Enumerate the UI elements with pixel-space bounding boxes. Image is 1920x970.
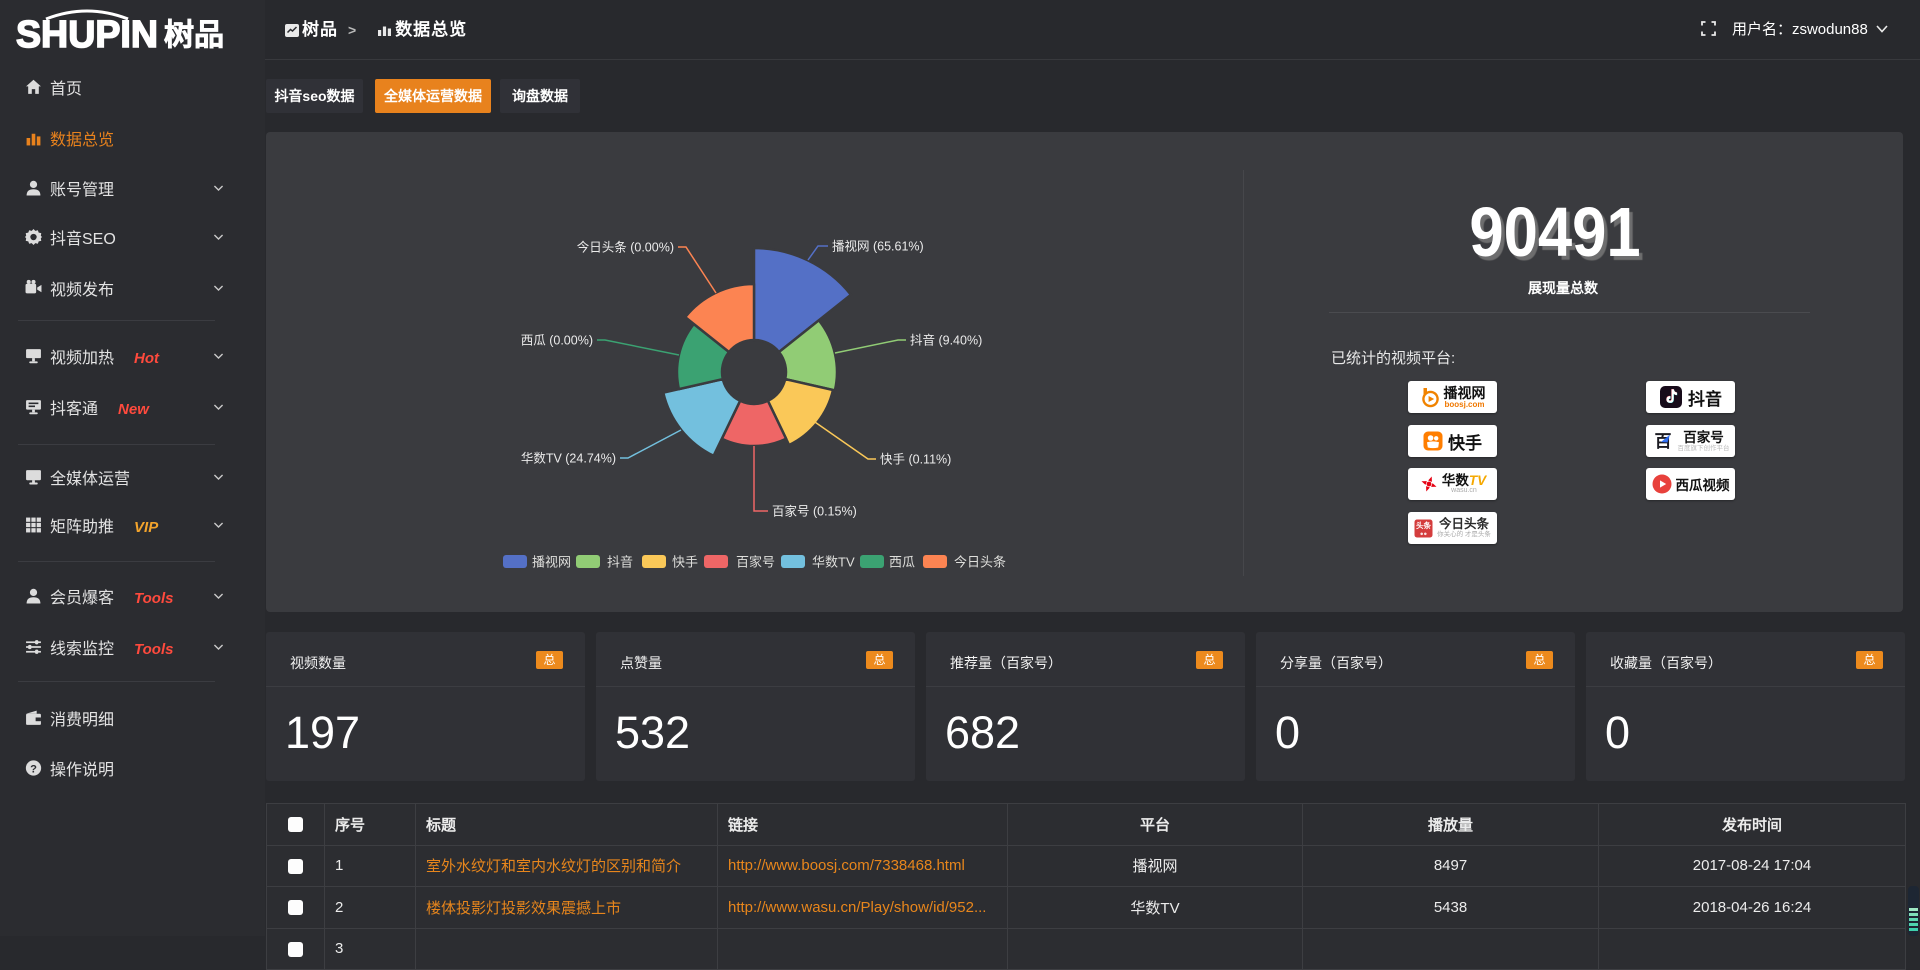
svg-text:?: ? xyxy=(30,763,37,775)
svg-text:SHUPIN: SHUPIN xyxy=(16,14,158,56)
svg-text:西瓜: 西瓜 xyxy=(889,555,915,570)
svg-text:抖音: 抖音 xyxy=(607,555,633,570)
svg-text:今日头条 (0.00%): 今日头条 (0.00%) xyxy=(577,239,674,254)
svg-text:百家号 (0.15%): 百家号 (0.15%) xyxy=(772,503,857,518)
svg-text:头条: 头条 xyxy=(1416,520,1432,530)
svg-text:快手 (0.11%): 快手 (0.11%) xyxy=(880,452,951,466)
svg-text:播视网: 播视网 xyxy=(532,555,571,570)
svg-text:抖音 (9.40%): 抖音 (9.40%) xyxy=(910,332,982,347)
svg-text:西瓜 (0.00%): 西瓜 (0.00%) xyxy=(521,333,593,347)
svg-text:华数TV: 华数TV xyxy=(812,555,855,570)
svg-text:播视网 (65.61%): 播视网 (65.61%) xyxy=(832,238,924,253)
svg-text:树品: 树品 xyxy=(164,19,224,52)
svg-text:●●: ●● xyxy=(1420,531,1428,537)
svg-text:今日头条: 今日头条 xyxy=(954,555,1006,570)
svg-text:快手: 快手 xyxy=(672,555,698,570)
svg-text:华数TV (24.74%): 华数TV (24.74%) xyxy=(521,450,616,465)
svg-text:百家号: 百家号 xyxy=(736,555,775,570)
